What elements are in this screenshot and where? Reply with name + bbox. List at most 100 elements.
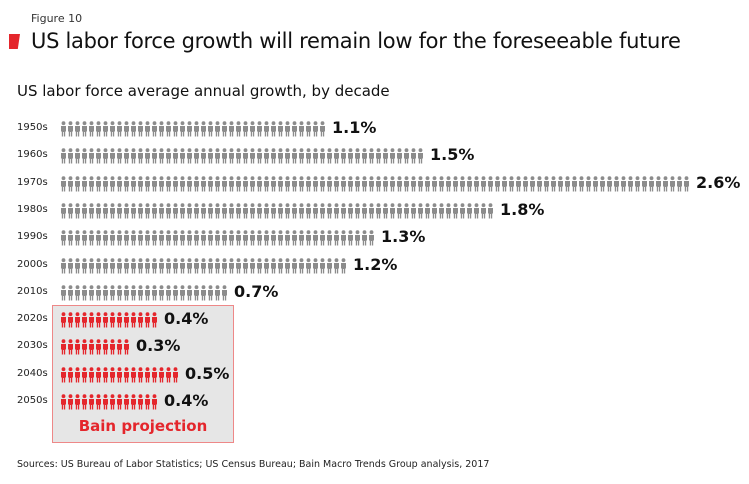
person-icon [544, 175, 549, 192]
person-icon [68, 148, 73, 164]
person-icon [138, 121, 143, 137]
person-icon [103, 366, 108, 383]
person-icon [166, 175, 171, 192]
person-icon [250, 203, 255, 219]
figure-title: US labor force growth will remain low fo… [31, 29, 681, 53]
person-icon [285, 175, 290, 192]
person-icon [110, 366, 115, 383]
person-icon [271, 203, 276, 219]
person-icon [376, 148, 381, 164]
person-icon [320, 175, 325, 192]
person-icon [250, 175, 255, 192]
person-icon [432, 175, 437, 192]
person-icon [138, 366, 143, 383]
person-icon [670, 175, 675, 192]
person-icon [75, 366, 80, 383]
person-icon [285, 121, 290, 137]
person-icon [523, 175, 528, 192]
person-icon [166, 230, 171, 246]
person-icon [467, 175, 472, 192]
pictogram-bar [60, 203, 494, 219]
person-icon [180, 121, 185, 137]
person-icon [327, 175, 332, 192]
person-icon [159, 285, 164, 301]
person-icon [89, 339, 94, 355]
person-icon [320, 121, 325, 137]
person-icon [75, 285, 80, 301]
person-icon [285, 203, 290, 219]
person-icon [250, 148, 255, 164]
pictogram-bar [60, 148, 424, 164]
person-icon [383, 175, 388, 192]
person-icon [89, 257, 94, 273]
person-icon [180, 285, 185, 301]
person-icon [215, 203, 220, 219]
person-icon [278, 121, 283, 137]
person-icon [75, 203, 80, 219]
person-icon [103, 175, 108, 192]
person-icon [222, 175, 227, 192]
person-icon [152, 175, 157, 192]
person-icon [166, 366, 171, 383]
person-icon [173, 366, 178, 383]
person-icon [341, 175, 346, 192]
data-label: 1.2% [353, 254, 398, 274]
person-icon [82, 366, 87, 383]
person-icon [453, 203, 458, 219]
person-icon [61, 175, 66, 192]
person-icon [334, 175, 339, 192]
pictogram-bar [60, 257, 347, 274]
person-icon [61, 148, 66, 164]
person-icon [418, 175, 423, 192]
tick-label: 2000s [17, 258, 48, 270]
person-icon [243, 175, 248, 192]
person-icon [418, 203, 423, 219]
person-icon [369, 148, 374, 164]
person-icon [439, 175, 444, 192]
person-icon [61, 230, 66, 246]
person-icon [82, 394, 87, 410]
person-icon [145, 121, 150, 137]
person-icon [145, 394, 150, 410]
person-icon [250, 121, 255, 137]
person-icon [460, 175, 465, 192]
person-icon [278, 148, 283, 164]
person-icon [145, 285, 150, 301]
person-icon [257, 257, 262, 273]
person-icon [306, 257, 311, 273]
person-icon [404, 148, 409, 164]
person-icon [124, 366, 129, 383]
person-icon [621, 175, 626, 192]
person-icon [313, 175, 318, 192]
person-icon [96, 285, 101, 301]
person-icon [355, 148, 360, 164]
person-icon [348, 148, 353, 164]
person-icon [320, 203, 325, 219]
person-icon [222, 121, 227, 137]
tick-label: 2030s [17, 340, 48, 352]
person-icon [96, 257, 101, 273]
person-icon [82, 312, 87, 328]
person-icon [61, 257, 66, 273]
person-icon [215, 121, 220, 137]
person-icon [208, 203, 213, 219]
person-icon [257, 175, 262, 192]
tick-label: 2050s [17, 395, 48, 406]
chart-title: US labor force average annual growth, by… [17, 82, 390, 100]
person-icon [166, 148, 171, 164]
person-icon [152, 394, 157, 410]
person-icon [201, 148, 206, 164]
person-icon [369, 230, 374, 246]
person-icon [250, 257, 255, 273]
person-icon [306, 203, 311, 219]
person-icon [348, 203, 353, 219]
person-icon [453, 175, 458, 192]
person-icon [460, 203, 465, 219]
person-icon [103, 121, 108, 137]
person-icon [439, 203, 444, 219]
person-icon [159, 148, 164, 164]
person-icon [131, 257, 136, 273]
person-icon [187, 257, 192, 273]
person-icon [131, 312, 136, 328]
person-icon [271, 175, 276, 192]
